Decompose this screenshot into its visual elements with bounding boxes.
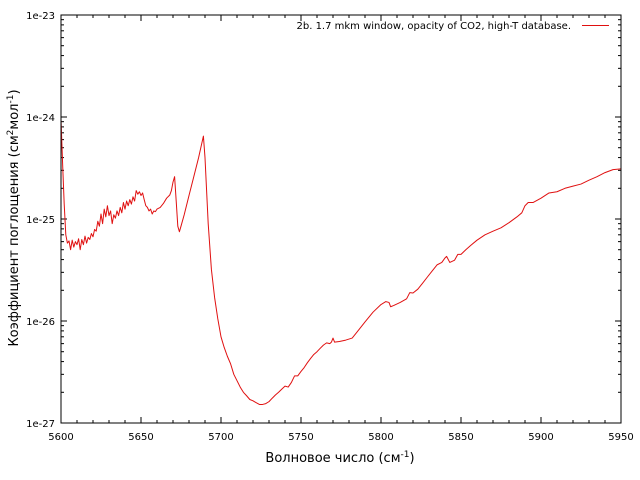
y-axis-title-mid: мол [7, 104, 22, 130]
x-tick-label: 5800 [368, 432, 393, 443]
plot-area [60, 119, 622, 405]
x-axis-title-tail: ) [409, 451, 414, 466]
x-axis-title: Волновое число (см-1) [265, 450, 414, 466]
x-axis-title-sup: -1 [401, 450, 410, 460]
legend-label: 2b. 1.7 mkm window, opacity of CO2, high… [297, 21, 572, 32]
x-tick-label: 5950 [608, 432, 633, 443]
x-tick-label: 5700 [208, 432, 233, 443]
y-tick-label: 1e-25 [26, 215, 55, 226]
y-axis-title-sup2: -1 [6, 95, 16, 104]
y-axis-title-sup1: 2 [6, 130, 16, 136]
y-tick-label: 1e-27 [26, 419, 55, 430]
x-tick-label: 5650 [128, 432, 153, 443]
plot-frame [60, 14, 622, 424]
x-tick-label: 5900 [528, 432, 553, 443]
x-axis-title-main: Волновое число (см [265, 451, 400, 466]
y-tick-label: 1e-26 [26, 317, 55, 328]
series-line [60, 119, 622, 405]
y-axis-title: Коэффициент поглощения (см2мол-1) [6, 89, 22, 346]
x-tick-label: 5850 [448, 432, 473, 443]
tick-labels: 5600 5650 5700 5750 5800 5850 5900 5950 1e-27 1e-… [26, 11, 634, 443]
y-tick-label: 1e-24 [26, 113, 55, 124]
y-tick-label: 1e-23 [26, 11, 55, 22]
legend: 2b. 1.7 mkm window, opacity of CO2, high… [297, 21, 609, 32]
y-axis-title-main: Коэффициент поглощения (см [7, 135, 22, 346]
x-tick-label: 5750 [288, 432, 313, 443]
x-tick-label: 5600 [48, 432, 73, 443]
y-axis-title-tail: ) [7, 89, 22, 94]
